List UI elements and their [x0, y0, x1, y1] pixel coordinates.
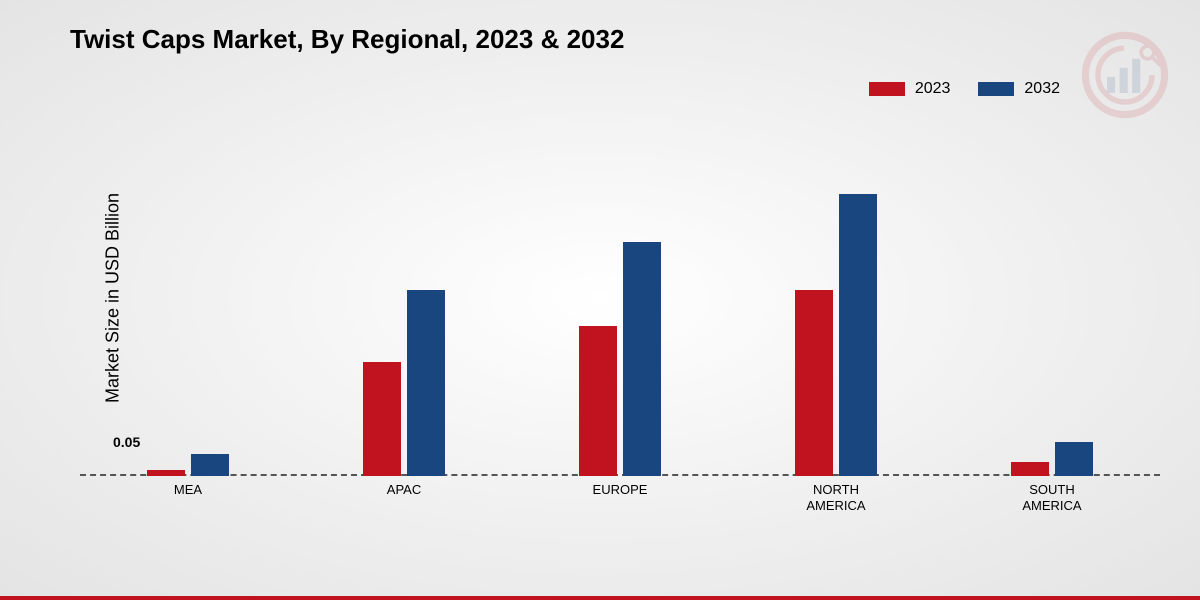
legend-swatch: [869, 82, 905, 96]
bar: [839, 194, 877, 476]
bar: [407, 290, 445, 476]
chart-stage: Twist Caps Market, By Regional, 2023 & 2…: [0, 0, 1200, 600]
x-axis-label: APAC: [344, 476, 464, 516]
legend-label: 2023: [915, 80, 951, 98]
bar: [363, 362, 401, 476]
bar: [623, 242, 661, 476]
bar-group: [579, 242, 661, 476]
legend-item: 2032: [978, 80, 1060, 98]
chart-title: Twist Caps Market, By Regional, 2023 & 2…: [70, 24, 624, 55]
x-axis-label: EUROPE: [560, 476, 680, 516]
bar: [579, 326, 617, 476]
plot-area: 0.05 MEA APAC EUROPE NORTHAMERICA SOUTHAMERI…: [80, 120, 1160, 516]
bar-group: [795, 194, 877, 476]
legend-label: 2032: [1024, 80, 1060, 98]
bar-group: [363, 290, 445, 476]
x-axis-labels: MEA APAC EUROPE NORTHAMERICA SOUTHAMERICA: [80, 476, 1160, 516]
chart-legend: 2023 2032: [869, 80, 1060, 98]
legend-item: 2023: [869, 80, 951, 98]
x-axis-label: SOUTHAMERICA: [992, 476, 1112, 516]
x-axis-label: NORTHAMERICA: [776, 476, 896, 516]
bar-group: [1011, 442, 1093, 476]
bar: [1011, 462, 1049, 476]
bar: [795, 290, 833, 476]
bar-groups: 0.05: [80, 120, 1160, 476]
x-axis-label: MEA: [128, 476, 248, 516]
bar: [1055, 442, 1093, 476]
bar-value-label: 0.05: [113, 434, 140, 450]
bar: [191, 454, 229, 476]
watermark-logo: [1080, 30, 1170, 125]
legend-swatch: [978, 82, 1014, 96]
bar-group: 0.05: [147, 454, 229, 476]
